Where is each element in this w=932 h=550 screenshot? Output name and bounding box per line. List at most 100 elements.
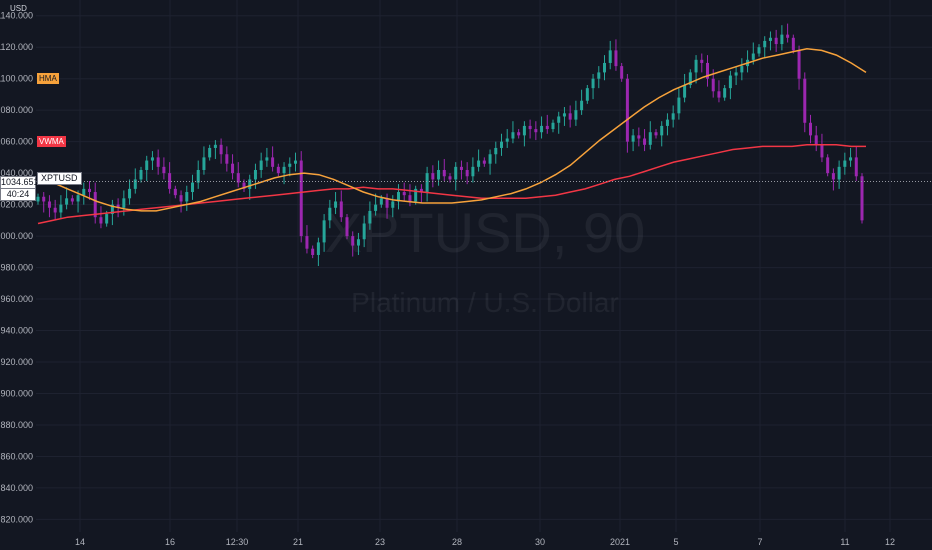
y-tick-label: 840.000 <box>0 483 33 493</box>
x-tick-label: 30 <box>535 537 545 547</box>
candle-body <box>351 236 355 246</box>
candle-body <box>471 166 475 177</box>
candle-body <box>53 207 57 213</box>
x-tick-label: 12 <box>885 537 895 547</box>
candle-body <box>368 210 372 224</box>
y-tick-label: 880.000 <box>0 420 33 430</box>
candle-body <box>145 160 149 170</box>
hma-line <box>37 48 867 212</box>
candle-body <box>763 40 767 48</box>
candle-body <box>271 157 275 167</box>
candle-body <box>345 217 349 237</box>
x-tick-label: 2021 <box>610 537 630 547</box>
y-tick-label: 1000.000 <box>0 231 33 241</box>
x-tick-label: 11 <box>840 537 849 547</box>
candle-body <box>385 198 389 208</box>
candle-body <box>93 192 97 218</box>
candle-body <box>105 214 109 224</box>
candle-body <box>374 204 378 211</box>
candle-body <box>265 157 269 161</box>
y-tick-label: 820.000 <box>0 514 33 524</box>
candle-body <box>711 78 715 92</box>
x-tick-label: 14 <box>75 537 85 547</box>
candle-body <box>477 160 481 167</box>
candle-body <box>334 201 338 208</box>
candle-body <box>511 132 515 139</box>
candle-body <box>494 147 498 155</box>
candle-body <box>116 204 120 208</box>
currency-label: USD <box>10 4 27 13</box>
candle-body <box>786 34 790 38</box>
candle-body <box>459 166 463 170</box>
candle-body <box>574 110 578 120</box>
candle-body <box>585 88 589 101</box>
y-tick-label: 1020.000 <box>0 200 33 210</box>
candle-body <box>379 198 383 205</box>
candle-body <box>660 125 664 136</box>
candle-body <box>185 192 189 202</box>
candle-body <box>648 132 652 145</box>
candle-body <box>414 188 418 202</box>
candle-body <box>294 160 297 164</box>
y-tick-label: 1100.000 <box>0 74 33 84</box>
candle-body <box>505 138 509 142</box>
y-tick-label: 1140.000 <box>0 11 33 21</box>
y-tick-label: 940.000 <box>0 326 33 336</box>
candle-body <box>88 188 91 193</box>
candle-body <box>253 169 257 180</box>
candle-body <box>820 144 824 158</box>
candle-body <box>110 204 114 215</box>
candle-body <box>70 198 74 202</box>
candle-body <box>47 201 51 208</box>
candle-body <box>208 147 212 158</box>
candle-body <box>683 84 687 98</box>
candle-body <box>694 59 698 73</box>
vwma-indicator-label: VWMA <box>37 135 66 147</box>
candle-body <box>854 157 858 177</box>
candle-body <box>614 50 618 67</box>
candle-body <box>482 160 486 164</box>
candle-body <box>814 135 818 145</box>
candle-body <box>723 88 727 98</box>
candle-body <box>562 113 566 117</box>
candle-body <box>809 122 812 136</box>
candle-body <box>780 34 784 45</box>
y-tick-label: 900.000 <box>0 388 33 398</box>
watermark-symbol: XPTUSD, 90 <box>325 201 646 264</box>
candle-body <box>522 125 526 136</box>
watermark-name: Platinum / U.S. Dollar <box>351 287 619 318</box>
candle-body <box>580 100 584 111</box>
candle-body <box>408 195 412 202</box>
candle-body <box>425 173 429 193</box>
candle-body <box>465 169 469 177</box>
candle-body <box>328 207 332 221</box>
candle-body <box>173 188 177 196</box>
candle-body <box>339 201 343 218</box>
symbol-badge: XPTUSD <box>37 171 82 185</box>
candle-body <box>568 113 572 120</box>
candle-body <box>774 37 778 45</box>
candle-body <box>757 47 761 54</box>
candle-body <box>225 154 229 164</box>
candle-body <box>688 72 692 85</box>
y-tick-label: 960.000 <box>0 294 33 304</box>
candle-body <box>311 248 315 255</box>
candle-body <box>219 144 223 155</box>
candle-body <box>637 135 641 139</box>
candle-body <box>402 192 406 196</box>
candle-body <box>65 198 69 205</box>
candle-body <box>448 176 452 180</box>
vwma-line <box>37 144 866 225</box>
candle-body <box>431 173 435 180</box>
y-tick-label: 860.000 <box>0 451 33 461</box>
candle-body <box>259 160 263 170</box>
candle-body <box>843 160 847 167</box>
candle-body <box>631 135 635 142</box>
candle-body <box>42 196 46 202</box>
candle-body <box>196 169 200 183</box>
candle-body <box>557 116 561 123</box>
y-tick-label: 1120.000 <box>0 42 33 52</box>
candle-body <box>362 223 366 240</box>
